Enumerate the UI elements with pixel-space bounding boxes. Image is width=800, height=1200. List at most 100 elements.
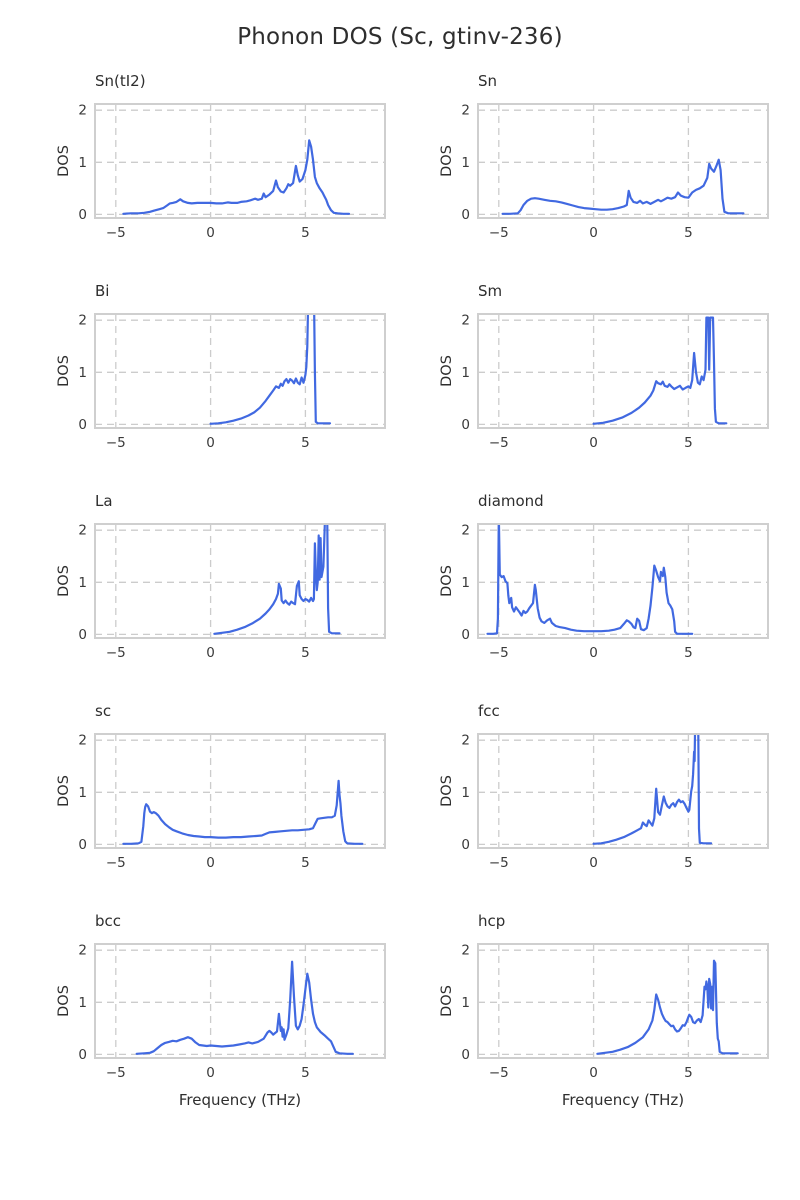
svg-text:−5: −5 [489, 1065, 509, 1081]
subplot-title: hcp [478, 912, 506, 930]
subplot-sc: sc −5 0 5 0 1 2 DOS [55, 702, 389, 876]
svg-text:0: 0 [78, 1047, 87, 1063]
subplot-title: La [95, 492, 113, 510]
svg-text:DOS: DOS [439, 985, 455, 1017]
svg-text:0: 0 [206, 435, 215, 451]
plot-area-la: −5 0 5 0 1 2 DOS [56, 523, 386, 661]
subplot-sm: Sm −5 0 5 0 1 2 DOS [438, 282, 772, 456]
svg-text:0: 0 [461, 627, 470, 643]
subplot-bcc: bcc −5 0 5 0 1 2 DOS Frequency (THz) [55, 912, 389, 1109]
svg-text:0: 0 [589, 1065, 598, 1081]
svg-text:1: 1 [78, 155, 87, 171]
svg-text:0: 0 [589, 435, 598, 451]
svg-text:DOS: DOS [439, 145, 455, 177]
subplot-title: Sm [478, 282, 503, 300]
subplot-title: Sn [478, 72, 498, 90]
svg-text:DOS: DOS [439, 355, 455, 387]
svg-text:DOS: DOS [56, 145, 72, 177]
svg-text:1: 1 [78, 995, 87, 1011]
plot-area-sn: −5 0 5 0 1 2 DOS [439, 103, 769, 241]
svg-text:1: 1 [78, 785, 87, 801]
subplot-title: sc [95, 702, 112, 720]
svg-text:DOS: DOS [56, 985, 72, 1017]
svg-text:1: 1 [461, 365, 470, 381]
svg-text:2: 2 [461, 103, 470, 119]
svg-text:5: 5 [684, 1065, 693, 1081]
svg-text:0: 0 [78, 627, 87, 643]
subplot-diamond: diamond −5 0 5 0 1 2 DOS [438, 492, 772, 666]
svg-text:DOS: DOS [439, 775, 455, 807]
svg-text:0: 0 [461, 1047, 470, 1063]
svg-text:0: 0 [589, 225, 598, 241]
svg-text:0: 0 [78, 837, 87, 853]
svg-text:0: 0 [206, 1065, 215, 1081]
svg-text:5: 5 [301, 1065, 310, 1081]
plot-area-sm: −5 0 5 0 1 2 DOS [439, 313, 769, 451]
svg-text:1: 1 [461, 575, 470, 591]
svg-text:0: 0 [206, 645, 215, 661]
svg-text:−5: −5 [106, 225, 126, 241]
svg-text:1: 1 [78, 365, 87, 381]
svg-text:1: 1 [461, 995, 470, 1011]
svg-text:5: 5 [301, 855, 310, 871]
subplot-sn-ti2: Sn(tI2) −5 0 5 0 1 2 DOS [55, 72, 389, 246]
subplot-fcc: fcc −5 0 5 0 1 2 DOS [438, 702, 772, 876]
svg-text:DOS: DOS [56, 355, 72, 387]
svg-text:2: 2 [461, 943, 470, 959]
svg-text:5: 5 [684, 225, 693, 241]
svg-text:0: 0 [461, 207, 470, 223]
svg-text:2: 2 [78, 523, 87, 539]
subplot-title: Sn(tI2) [95, 72, 146, 90]
subplot-title: Bi [95, 282, 110, 300]
plot-area-diamond: −5 0 5 0 1 2 DOS [439, 523, 769, 661]
svg-text:−5: −5 [489, 855, 509, 871]
svg-text:0: 0 [78, 417, 87, 433]
svg-text:0: 0 [206, 855, 215, 871]
svg-text:−5: −5 [106, 435, 126, 451]
svg-text:DOS: DOS [439, 565, 455, 597]
svg-text:−5: −5 [106, 645, 126, 661]
svg-text:1: 1 [461, 155, 470, 171]
svg-text:0: 0 [589, 855, 598, 871]
svg-text:2: 2 [78, 103, 87, 119]
subplot-title: bcc [95, 912, 122, 930]
plot-area-bi: −5 0 5 0 1 2 DOS [56, 313, 386, 451]
subplot-sn: Sn −5 0 5 0 1 2 DOS [438, 72, 772, 246]
svg-text:2: 2 [461, 313, 470, 329]
svg-text:2: 2 [78, 313, 87, 329]
svg-text:5: 5 [301, 435, 310, 451]
svg-text:5: 5 [301, 645, 310, 661]
subplot-title: diamond [478, 492, 544, 510]
svg-text:0: 0 [461, 837, 470, 853]
svg-text:5: 5 [684, 435, 693, 451]
svg-text:DOS: DOS [56, 565, 72, 597]
svg-text:−5: −5 [106, 855, 126, 871]
svg-text:−5: −5 [489, 435, 509, 451]
x-axis-label: Frequency (THz) [178, 1091, 302, 1109]
figure-title: Phonon DOS (Sc, gtinv-236) [237, 24, 563, 50]
svg-text:1: 1 [78, 575, 87, 591]
plot-area-hcp: −5 0 5 0 1 2 DOS [439, 943, 769, 1081]
svg-text:0: 0 [461, 417, 470, 433]
svg-text:0: 0 [78, 207, 87, 223]
svg-text:−5: −5 [489, 645, 509, 661]
subplot-title: fcc [478, 702, 500, 720]
svg-text:−5: −5 [489, 225, 509, 241]
subplot-grid: Sn(tI2) −5 0 5 0 1 2 DOS Sn −5 0 5 0 1 2 DOS Bi −5 0 5… [55, 72, 800, 1109]
subplot-bi: Bi −5 0 5 0 1 2 DOS [55, 282, 389, 456]
plot-area-fcc: −5 0 5 0 1 2 DOS [439, 733, 769, 871]
svg-text:2: 2 [78, 943, 87, 959]
svg-text:5: 5 [684, 645, 693, 661]
svg-text:2: 2 [461, 523, 470, 539]
subplot-la: La −5 0 5 0 1 2 DOS [55, 492, 389, 666]
svg-text:2: 2 [461, 733, 470, 749]
svg-text:0: 0 [206, 225, 215, 241]
x-axis-label: Frequency (THz) [561, 1091, 685, 1109]
svg-text:−5: −5 [106, 1065, 126, 1081]
svg-text:0: 0 [589, 645, 598, 661]
plot-area-bcc: −5 0 5 0 1 2 DOS [56, 943, 386, 1081]
subplot-hcp: hcp −5 0 5 0 1 2 DOS Frequency (THz) [438, 912, 772, 1109]
svg-text:1: 1 [461, 785, 470, 801]
svg-text:DOS: DOS [56, 775, 72, 807]
